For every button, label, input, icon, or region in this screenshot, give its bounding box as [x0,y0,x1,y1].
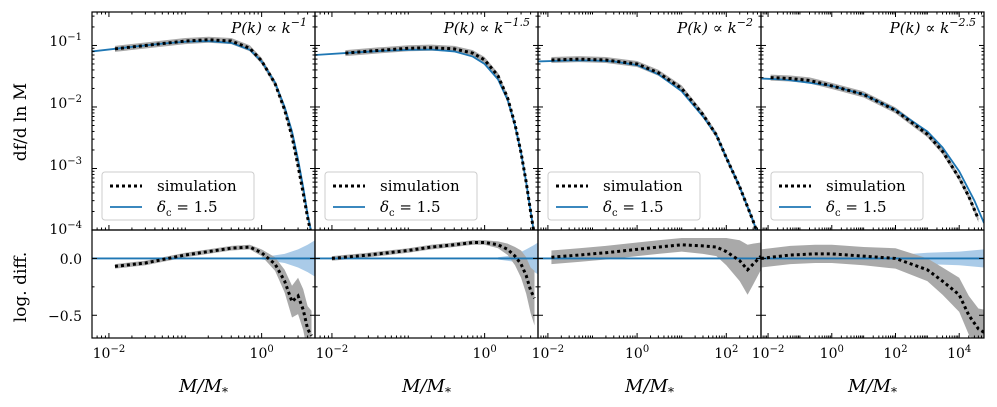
bottom-ytick-labels: 0.0 −0.5 [48,252,82,325]
legend-model-label: δc = 1.5 [380,198,441,219]
top-plot-3 [538,56,758,230]
panel-title: P(k) ∝ k−1 [230,16,307,37]
ytick-1e-1: 10−1 [49,32,82,50]
ytick-1e-2: 10−2 [49,94,82,112]
legend-box [770,171,924,221]
legend-sim-label: simulation [826,177,906,195]
model-line [92,40,312,230]
simulation-line [114,38,312,230]
legend-model-label: δc = 1.5 [826,198,887,219]
panel-title: P(k) ∝ k−2.5 [889,16,976,37]
xtick-label: 100 [820,344,844,362]
xtick-label: 100 [625,344,649,362]
ticks-1 [91,12,316,338]
legend: simulation δc = 1.5 [547,171,701,221]
sim-band-diff [551,237,761,295]
legend-model-label: δc = 1.5 [157,198,218,219]
simulation-diff-line [331,241,536,299]
xtick-label: 104 [947,344,971,362]
xtick-label: 10−2 [532,344,565,362]
xlabel: M/M* [847,376,897,399]
legend-model-label: δc = 1.5 [603,198,664,219]
bottom-plot-4 [761,244,984,338]
bottom-plot-1 [92,240,315,338]
xtick-label: 10−2 [93,344,126,362]
xtick-label: 100 [250,344,274,362]
simulation-diff-line [761,252,984,334]
top-ytick-labels: 10−1 10−2 10−3 10−4 [49,32,82,238]
panel-2: 10−2 100 M/M* P(k) ∝ k−1.5 simulation δc = 1.… [314,11,539,399]
xtick-label: 10−2 [752,344,785,362]
simulation-line [345,46,536,230]
simulation-diff-line [551,243,761,273]
legend: simulation δc = 1.5 [324,171,478,221]
legend-sim-label: simulation [157,177,237,195]
simulation-line [551,57,758,230]
panel-1: 10−2 100 M/M* P(k) ∝ k−1 simulation δc = 1.5 [91,11,316,399]
legend: simulation δc = 1.5 [770,171,924,221]
panel-title: P(k) ∝ k−2 [676,16,753,37]
top-plot-1 [92,36,312,230]
panel-title: P(k) ∝ k−1.5 [443,16,530,37]
bottom-plot-3 [538,237,761,295]
model-line [315,48,535,230]
ylabel-bottom: log. diff. [11,252,31,323]
xlabel: M/M* [178,376,228,399]
top-plot-2 [315,44,536,230]
bottom-plot-2 [315,240,538,326]
ticks-4 [760,12,985,338]
xlabel: M/M* [624,376,674,399]
xtick-label: 100 [473,344,497,362]
legend: simulation δc = 1.5 [101,171,255,221]
panel-4: 10−2 100 102 104 M/M* P(k) ∝ k−2.5 simulation δ… [752,11,985,399]
ytick-1e-4: 10−4 [49,220,82,238]
legend-sim-label: simulation [380,177,460,195]
bottom-frame [760,229,985,339]
legend-box [547,171,701,221]
top-plot-4 [761,74,984,224]
sim-band-top [345,44,535,230]
panel-3: 10−2 100 102 M/M* P(k) ∝ k−2 simulation δc = 1… [532,11,762,399]
ylabel-top: df/d ln M [11,83,31,161]
simulation-line [770,76,980,220]
xtick-label: 10−2 [316,344,349,362]
ytick-neg0.5: −0.5 [48,309,82,325]
ytick-1e-3: 10−3 [49,156,82,174]
model-line [761,77,984,224]
sim-band-diff [761,244,984,338]
legend-box [324,171,478,221]
xlabel: M/M* [401,376,451,399]
legend-sim-label: simulation [603,177,683,195]
legend-box [101,171,255,221]
xtick-label: 102 [714,344,738,362]
xtick-label: 102 [883,344,907,362]
sim-band-diff [331,240,535,326]
ytick-0.0: 0.0 [60,252,82,268]
sim-band-top [114,36,311,230]
